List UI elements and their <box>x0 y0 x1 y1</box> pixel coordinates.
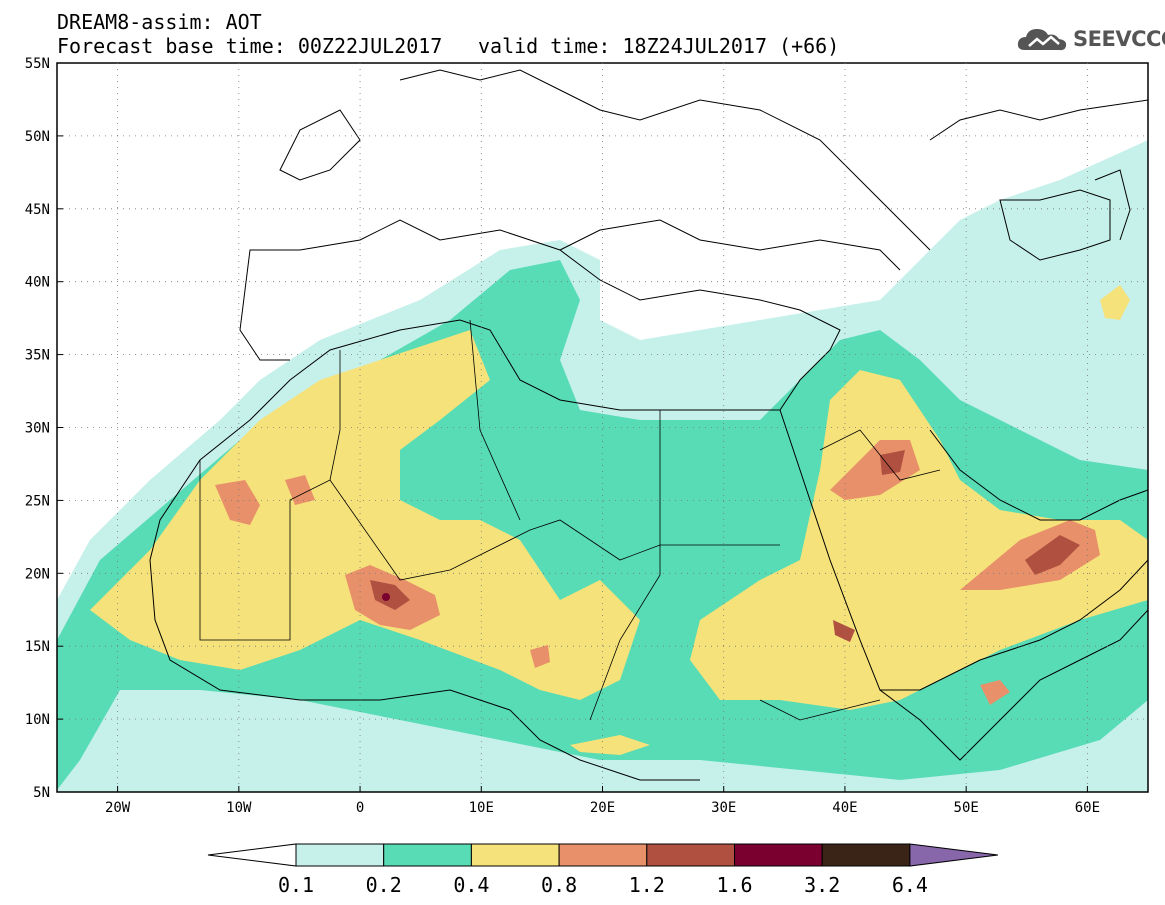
lat-tick-label: 30N <box>25 421 50 437</box>
lat-tick-label: 5N <box>33 785 50 801</box>
lon-tick-label: 10E <box>469 800 494 816</box>
aot-contour-1.6 <box>382 593 390 601</box>
colorbar-boxes <box>207 843 998 867</box>
colorbar-box <box>734 843 823 867</box>
aot-contour-0.4-sahel <box>570 735 650 755</box>
aot-contour-1.2 <box>370 580 410 610</box>
lon-tick-labels: 20W 10W 0 10E 20E 30E 40E 50E 60E <box>105 786 1100 816</box>
lat-tick-label: 10N <box>25 712 50 728</box>
colorbar-box <box>470 843 560 867</box>
lon-tick-label: 60E <box>1075 800 1100 816</box>
lon-tick-label: 20E <box>590 800 615 816</box>
colorbar-level-label: 3.2 <box>804 873 840 897</box>
colorbar-labels: 0.1 0.2 0.4 0.8 1.2 1.6 3.2 6.4 <box>278 873 928 897</box>
colorbar-level-label: 1.2 <box>629 873 665 897</box>
lat-tick-labels: 55N 50N 45N 40N 35N 30N 25N 20N 15N 10N 5N <box>25 56 63 801</box>
lat-tick-label: 25N <box>25 493 50 509</box>
colorbar-box <box>383 843 472 867</box>
colorbar-level-label: 0.2 <box>366 873 402 897</box>
aot-contour-1.2-d <box>833 620 855 642</box>
aot-contour-0.8-g <box>530 645 550 668</box>
coastlines <box>149 69 1148 781</box>
cloud-icon <box>1017 29 1067 51</box>
colorbar-box <box>821 843 911 867</box>
colorbar-level-label: 0.1 <box>278 873 314 897</box>
lon-tick-label: 50E <box>954 800 979 816</box>
colorbar-min-arrow <box>207 843 297 867</box>
colorbar-level-label: 0.4 <box>453 873 489 897</box>
colorbar-level-label: 0.8 <box>541 873 577 897</box>
logo-text: SEEVCCC <box>1073 27 1165 51</box>
aot-contour-0.4-caspian <box>1100 285 1130 320</box>
lat-tick-label: 35N <box>25 348 50 364</box>
valid-time-label: valid time: 18Z24JUL2017 (+66) <box>478 34 840 58</box>
colorbar-max-arrow <box>909 843 998 867</box>
aot-contour-1.2-b <box>880 450 905 475</box>
aot-contour-1.2-c <box>1025 535 1080 575</box>
aot-contour-0.8-c <box>285 475 315 505</box>
lon-tick-label: 0 <box>356 800 364 816</box>
title-line1: DREAM8-assim: AOT <box>57 10 262 34</box>
lon-tick-label: 40E <box>832 800 857 816</box>
colorbar-box <box>646 843 735 867</box>
title-line2: Forecast base time: 00Z22JUL2017 <box>57 34 443 58</box>
lat-tick-label: 55N <box>25 56 50 72</box>
political-borders <box>199 319 941 721</box>
aot-contour-0.8-f <box>980 680 1010 705</box>
lat-tick-label: 45N <box>25 202 50 218</box>
lon-tick-label: 10W <box>226 800 252 816</box>
aot-contour-0.4 <box>90 330 640 700</box>
lon-tick-label: 20W <box>105 800 131 816</box>
lat-tick-label: 50N <box>25 129 50 145</box>
seevccc-logo: SEEVCCC <box>1015 22 1165 58</box>
colorbar-level-label: 6.4 <box>892 873 928 897</box>
aot-contour-0.4-east <box>690 370 1148 710</box>
lat-tick-label: 40N <box>25 275 50 291</box>
lat-tick-label: 15N <box>25 639 50 655</box>
lat-tick-label: 20N <box>25 566 50 582</box>
colorbar-box <box>295 843 385 867</box>
colorbar-level-label: 1.6 <box>716 873 752 897</box>
colorbar-box <box>558 843 648 867</box>
lon-tick-label: 30E <box>711 800 736 816</box>
aot-contour-0.8-b <box>215 480 260 525</box>
